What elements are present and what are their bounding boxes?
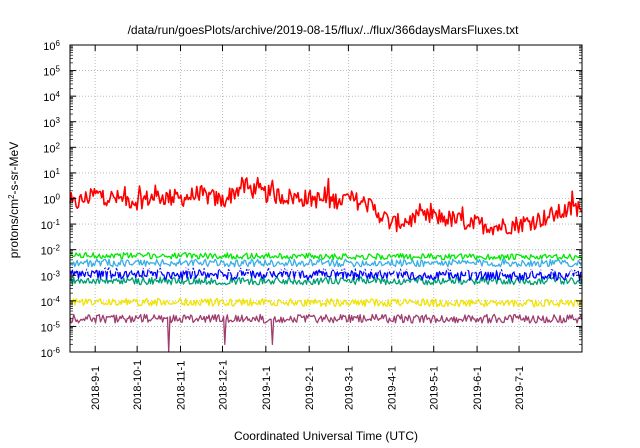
y-axis-label-sup: 2 <box>7 194 16 199</box>
y-tick-label: 10-2 <box>41 243 61 258</box>
y-tick-label-base: 10 <box>41 297 53 309</box>
y-tick-label-base: 10 <box>41 246 53 258</box>
y-tick-label-exp: 4 <box>56 90 61 99</box>
y-tick-label-base: 10 <box>43 41 55 53</box>
y-tick-label: 100 <box>43 192 60 207</box>
x-tick-label: 2019-1-1 <box>261 366 273 410</box>
y-tick-label: 10-3 <box>41 269 61 284</box>
x-tick-label: 2019-3-1 <box>343 366 355 410</box>
y-tick-label-base: 10 <box>41 220 53 232</box>
y-tick-label-base: 10 <box>43 118 55 130</box>
y-tick-label-exp: -4 <box>53 294 61 303</box>
series-line-2 <box>69 251 583 261</box>
y-tick-labels: 10-610-510-410-310-210-11001011021031041… <box>41 39 61 361</box>
series-line-4 <box>69 276 583 286</box>
y-tick-label: 103 <box>43 115 60 130</box>
y-tick-label: 10-1 <box>41 218 61 233</box>
series-lines <box>69 176 583 353</box>
y-tick-label: 101 <box>43 166 60 181</box>
y-tick-label-exp: 0 <box>56 192 61 201</box>
y-tick-label-base: 10 <box>43 67 55 79</box>
y-tick-label-exp: 2 <box>56 141 61 150</box>
y-tick-label: 105 <box>43 64 60 79</box>
y-tick-label-exp: 5 <box>56 64 61 73</box>
series-line-1 <box>69 176 583 236</box>
x-tick-label: 2019-4-1 <box>387 366 399 410</box>
y-tick-label: 102 <box>43 141 60 156</box>
y-axis-label-rest: -s-sr-MeV <box>7 142 21 195</box>
x-tick-label: 2018-9-1 <box>90 366 102 410</box>
y-tick-label: 10-5 <box>41 320 61 335</box>
y-tick-label-base: 10 <box>41 322 53 334</box>
axis-ticks <box>70 44 582 353</box>
x-tick-labels: 2018-9-1 2018-10-1 2018-11-1 2018-12-1 2019-… <box>90 360 526 410</box>
y-tick-label-exp: 3 <box>56 115 61 124</box>
y-tick-label: 106 <box>43 39 60 54</box>
y-tick-label: 10-4 <box>41 294 61 309</box>
x-tick-label: 2018-12-1 <box>217 360 229 410</box>
series-line-3 <box>69 258 583 268</box>
y-tick-label-base: 10 <box>43 92 55 104</box>
y-tick-label-exp: -1 <box>53 218 61 227</box>
series-group <box>69 176 583 353</box>
y-tick-label-exp: -6 <box>53 346 61 355</box>
x-tick-label: 2019-5-1 <box>429 366 441 410</box>
y-tick-label-base: 10 <box>43 195 55 207</box>
y-tick-label-exp: 1 <box>56 166 61 175</box>
y-axis-label-base: protons/cm <box>7 199 21 258</box>
series-line-6 <box>69 266 583 274</box>
series-line-7 <box>69 297 583 308</box>
y-tick-label-base: 10 <box>43 143 55 155</box>
y-tick-label-exp: -3 <box>53 269 61 278</box>
y-tick-label-exp: -5 <box>53 320 61 329</box>
y-tick-label-base: 10 <box>41 348 53 360</box>
series-line-8 <box>69 313 583 353</box>
x-tick-label: 2018-11-1 <box>176 361 188 410</box>
x-tick-label: 2019-7-1 <box>514 366 526 410</box>
chart-title: /data/run/goesPlots/archive/2019-08-15/f… <box>128 23 520 37</box>
x-tick-label: 2019-2-1 <box>304 366 316 410</box>
y-tick-label-base: 10 <box>43 169 55 181</box>
x-tick-label: 2019-6-1 <box>472 366 484 410</box>
y-tick-label-exp: 6 <box>56 39 61 48</box>
y-tick-label: 10-6 <box>41 346 61 361</box>
y-tick-label-exp: -2 <box>53 243 61 252</box>
x-axis-label: Coordinated Universal Time (UTC) <box>234 429 418 443</box>
y-axis-label: protons/cm2-s-sr-MeV <box>7 142 22 258</box>
x-tick-label: 2018-10-1 <box>132 360 144 410</box>
y-tick-label-base: 10 <box>41 271 53 283</box>
y-tick-label: 104 <box>43 90 60 105</box>
